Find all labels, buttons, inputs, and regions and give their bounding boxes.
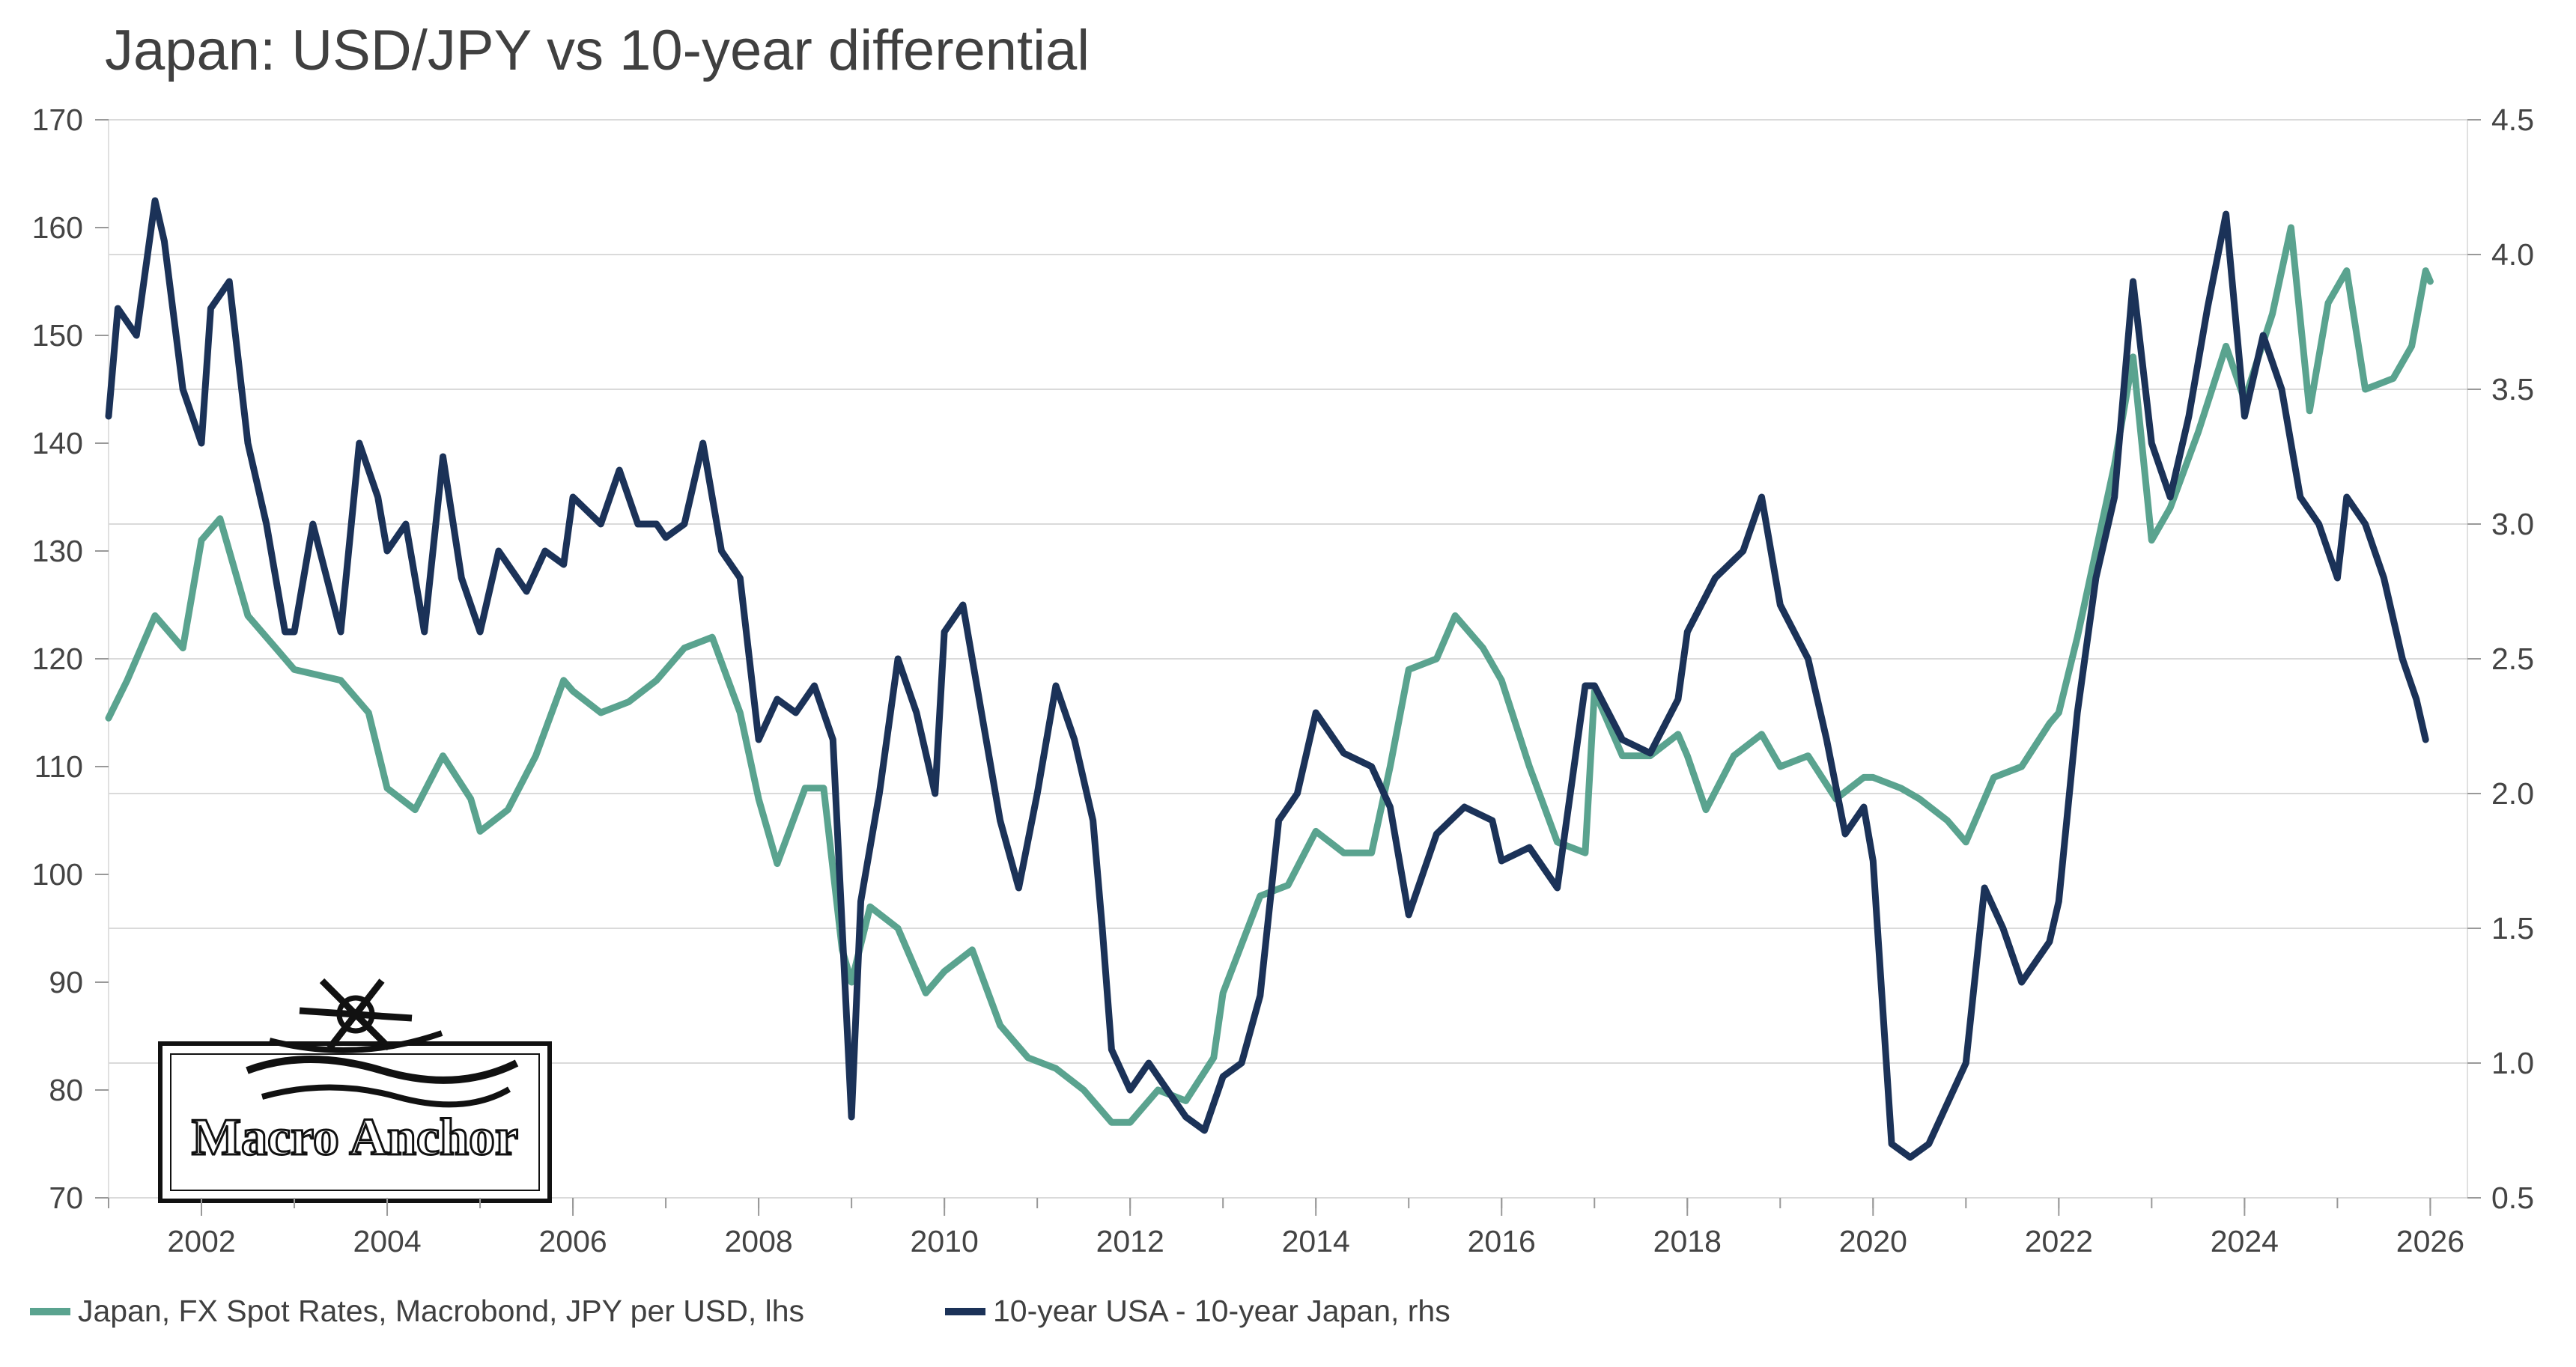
left-tick-label: 80	[49, 1073, 83, 1107]
legend-label-usdjpy: Japan, FX Spot Rates, Macrobond, JPY per…	[78, 1294, 805, 1328]
legend-item-usdjpy: Japan, FX Spot Rates, Macrobond, JPY per…	[30, 1294, 804, 1329]
series-line-usdjpy	[105, 224, 2434, 1126]
x-tick-label: 2024	[2211, 1224, 2279, 1258]
x-tick-label: 2022	[2025, 1224, 2093, 1258]
x-tick-label: 2020	[1839, 1224, 1907, 1258]
right-tick-label: 4.5	[2491, 103, 2534, 137]
left-tick-label: 170	[32, 103, 83, 137]
left-tick-label: 130	[32, 534, 83, 568]
left-tick-label: 140	[32, 426, 83, 460]
left-tick-label: 110	[34, 749, 83, 784]
legend-swatch-usdjpy	[30, 1307, 70, 1315]
macro-anchor-logo	[158, 978, 552, 1203]
chart-title: Japan: USD/JPY vs 10-year differential	[105, 19, 1090, 82]
right-tick-label: 2.0	[2491, 776, 2534, 811]
axes: 70 80 90 100 110 120 130 140 150 160 170 0.5 1.0 1.5 2…	[32, 103, 2534, 1258]
x-tick-label: 2012	[1096, 1224, 1164, 1258]
gridlines	[109, 119, 2467, 1199]
left-tick-label: 90	[49, 965, 83, 999]
right-tick-label: 3.0	[2491, 507, 2534, 541]
right-tick-label: 2.5	[2491, 642, 2534, 676]
right-tick-label: 1.0	[2491, 1046, 2534, 1080]
logo-text: Macro Anchor	[192, 1109, 518, 1166]
series-line-differential	[105, 197, 2429, 1161]
right-tick-label: 0.5	[2491, 1181, 2534, 1215]
left-tick-label: 70	[49, 1181, 83, 1215]
right-tick-label: 4.0	[2491, 237, 2534, 272]
x-tick-label: 2018	[1653, 1224, 1722, 1258]
x-tick-label: 2016	[1468, 1224, 1536, 1258]
x-tick-label: 2002	[167, 1224, 235, 1258]
x-tick-label: 2008	[725, 1224, 793, 1258]
right-tick-label: 1.5	[2491, 911, 2534, 946]
x-tick-label: 2014	[1282, 1224, 1350, 1258]
left-tick-label: 150	[32, 318, 83, 353]
series-layer	[105, 197, 2434, 1161]
x-tick-label: 2006	[538, 1224, 607, 1258]
legend-swatch-differential	[945, 1307, 985, 1315]
left-tick-label: 160	[32, 210, 83, 245]
x-tick-label: 2010	[911, 1224, 979, 1258]
legend-item-differential: 10-year USA - 10-year Japan, rhs	[945, 1294, 1450, 1329]
legend-label-differential: 10-year USA - 10-year Japan, rhs	[993, 1294, 1450, 1328]
right-tick-label: 3.5	[2491, 372, 2534, 407]
left-tick-label: 100	[32, 857, 83, 892]
x-tick-label: 2004	[353, 1224, 421, 1258]
x-tick-label: 2026	[2396, 1224, 2464, 1258]
left-tick-label: 120	[32, 642, 83, 676]
